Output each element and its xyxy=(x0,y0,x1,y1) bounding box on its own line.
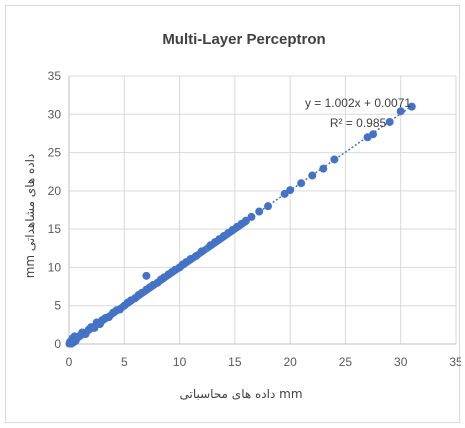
data-point xyxy=(255,207,264,216)
y-tick-label: 5 xyxy=(54,299,61,313)
x-tick-label: 30 xyxy=(394,355,408,369)
y-tick-label: 35 xyxy=(48,69,62,83)
data-point xyxy=(297,179,306,188)
data-point xyxy=(264,202,273,211)
chart-frame: Multi-Layer Perceptron 0 5 10 15 20 25 30 35 0 5 1… xyxy=(5,5,461,423)
y-tick-label: 20 xyxy=(48,184,62,198)
y-tick-label: 15 xyxy=(48,222,62,236)
y-tick-label: 25 xyxy=(48,146,62,160)
gridlines xyxy=(69,75,457,344)
y-tick-label: 10 xyxy=(48,260,62,274)
data-point xyxy=(192,251,201,260)
data-point xyxy=(330,155,339,164)
data-point xyxy=(197,247,206,256)
y-tick-label: 30 xyxy=(48,107,62,121)
y-tick-label: 0 xyxy=(54,337,61,351)
trendline-r-squared: R² = 0.985 xyxy=(330,116,387,130)
x-tick-label: 20 xyxy=(283,355,297,369)
x-tick-label: 35 xyxy=(449,355,461,369)
data-point xyxy=(286,186,295,195)
x-tick-label: 25 xyxy=(339,355,353,369)
x-axis-label: داده های محاسباتی mm xyxy=(179,387,302,401)
x-tick-label: 5 xyxy=(121,355,128,369)
data-point xyxy=(319,164,328,173)
scatter-chart: Multi-Layer Perceptron 0 5 10 15 20 25 30 35 0 5 1… xyxy=(23,31,461,401)
data-point xyxy=(396,107,405,116)
data-points xyxy=(65,102,416,348)
chart-title: Multi-Layer Perceptron xyxy=(162,31,325,48)
data-point xyxy=(308,171,317,180)
data-point xyxy=(407,102,416,111)
data-point xyxy=(369,130,378,139)
trendline-equation: y = 1.002x + 0.0071 xyxy=(305,96,411,110)
x-tick-label: 15 xyxy=(228,355,242,369)
data-point xyxy=(142,271,151,280)
x-tick-label: 10 xyxy=(173,355,187,369)
x-tick-label: 0 xyxy=(66,355,73,369)
tick-labels: 0 5 10 15 20 25 30 35 0 5 10 15 20 25 30 35 xyxy=(48,69,461,369)
axes xyxy=(68,76,456,345)
y-axis-label: mm داده های مشاهداتی xyxy=(23,154,37,279)
data-point xyxy=(247,212,256,221)
data-point xyxy=(385,117,394,126)
